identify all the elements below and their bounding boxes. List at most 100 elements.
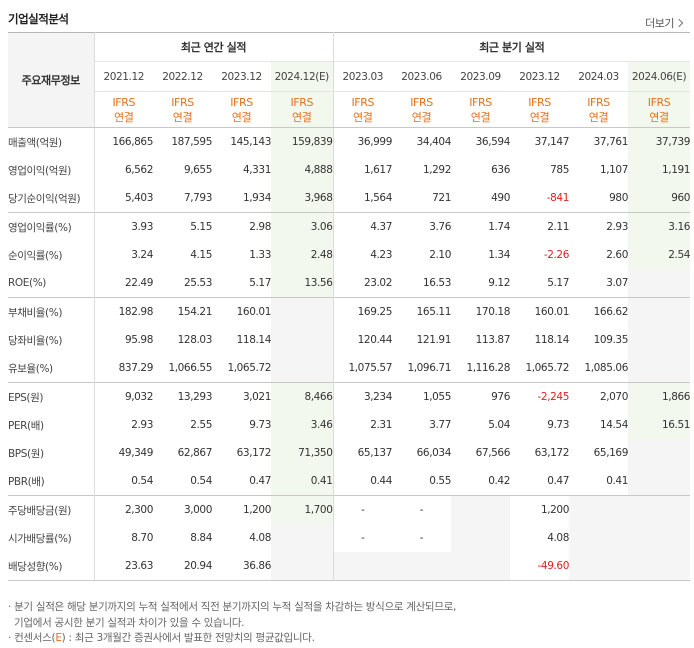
- row-label: 유보율(%): [8, 354, 95, 383]
- more-label: 더보기: [645, 17, 674, 30]
- ifrs-label: IFRS: [112, 95, 136, 109]
- value-cell: [271, 297, 333, 326]
- value-cell: 837.29: [118, 362, 154, 374]
- value-cell: 95.98: [124, 334, 153, 346]
- value-cell: 1,617: [332, 156, 392, 184]
- value-cell: 14.54: [599, 419, 628, 431]
- value-cell: [628, 467, 691, 496]
- value-cell: 5.15: [153, 212, 212, 241]
- value-cell: 3.77: [429, 419, 451, 431]
- value-cell: 154.21: [153, 297, 212, 326]
- value-cell: 2.54: [628, 241, 690, 269]
- value-cell: 5.17: [249, 277, 271, 289]
- accounting-standard-quarter-4: IFRS 연결: [569, 91, 628, 128]
- table-row: PER(배) 2.93 2.55 9.73 3.46 2.31 3.77 5.04 9.73 14…: [8, 411, 690, 439]
- more-link[interactable]: 더보기: [645, 15, 684, 31]
- value-cell: 63,172: [534, 447, 570, 459]
- value-cell: 23.02: [332, 269, 392, 298]
- value-cell: 25.53: [183, 277, 212, 289]
- value-cell: 3.76: [392, 212, 451, 241]
- value-cell: -2,245: [510, 382, 569, 411]
- accounting-standard-quarter-0: IFRS 연결: [332, 91, 392, 128]
- value-cell: 0.42: [488, 475, 510, 487]
- value-cell: 1,055: [392, 382, 451, 411]
- value-cell: 785: [550, 164, 569, 176]
- table-row: 당기순이익(억원) 5,403 7,793 1,934 3,968 1,564 721 490…: [8, 184, 690, 213]
- value-cell: 960: [628, 184, 690, 213]
- footnote-consensus: · 컨센서스(E) : 최근 3개월간 증권사에서 발표한 전망치의 평균값입니…: [8, 631, 456, 647]
- value-cell: 3,968: [271, 184, 333, 213]
- value-cell: 187,595: [171, 136, 212, 148]
- value-cell: 976: [451, 382, 510, 411]
- period-header-annual-3: 2024.12(E): [271, 61, 333, 92]
- accounting-standard-quarter-5: IFRS 연결: [628, 91, 691, 128]
- consolidated-label: 연결: [231, 110, 252, 124]
- table-row: 주당배당금(원) 2,300 3,000 1,200 1,700- -1,200: [8, 495, 691, 524]
- value-cell: 49,349: [118, 447, 154, 459]
- value-cell: 0.41: [606, 475, 628, 487]
- value-cell: 170.18: [451, 297, 510, 326]
- accounting-standard-quarter-2: IFRS 연결: [451, 91, 510, 128]
- period-header-quarter-5: 2024.06(E): [628, 61, 691, 92]
- value-cell: 121.91: [416, 334, 452, 346]
- value-cell: [569, 495, 628, 524]
- value-cell: 1,191: [628, 156, 690, 184]
- value-cell: [569, 552, 628, 581]
- row-label: 당기순이익(억원): [8, 184, 95, 213]
- value-cell: [628, 269, 691, 298]
- value-cell: 6,562: [124, 164, 153, 176]
- table-row: 부채비율(%) 182.98 154.21 160.01 169.25 165.11 170…: [8, 297, 691, 326]
- value-cell: 67,566: [475, 447, 511, 459]
- row-label: 시가배당률(%): [8, 524, 95, 552]
- value-cell: 5.17: [547, 277, 569, 289]
- consolidated-label: 연결: [114, 110, 134, 124]
- value-cell: 8.70: [131, 532, 153, 544]
- value-cell: 1,564: [332, 184, 392, 213]
- value-cell: 1,075.57: [332, 354, 392, 383]
- value-cell: 3.24: [131, 249, 153, 261]
- footnote-consensus-prefix: · 컨센서스(: [8, 632, 56, 644]
- consolidated-label: 연결: [172, 110, 193, 124]
- table-row: 순이익률(%) 3.24 4.15 1.33 2.48 4.23 2.10 1.34 -2.26…: [8, 241, 690, 269]
- value-cell: 1,866: [628, 382, 690, 411]
- value-cell: 145,143: [230, 136, 271, 148]
- financial-table: 주요재무정보 최근 연간 실적 최근 분기 실적 2021.12 2022.12 2…: [8, 32, 690, 581]
- row-label: PER(배): [8, 411, 95, 439]
- value-cell: 4,888: [271, 156, 333, 184]
- value-cell: 2.31: [332, 411, 392, 439]
- value-cell: 63,172: [236, 447, 272, 459]
- value-cell: 66,034: [416, 447, 452, 459]
- value-cell: [628, 495, 691, 524]
- value-cell: 2.98: [212, 212, 271, 241]
- row-label: 주당배당금(원): [8, 495, 95, 524]
- consolidated-label: 연결: [649, 110, 669, 124]
- value-cell: 36,999: [332, 127, 392, 156]
- value-cell: 0.55: [429, 475, 451, 487]
- value-cell: 160.01: [212, 297, 271, 326]
- value-cell: 3.16: [628, 212, 690, 241]
- value-cell: 2.11: [510, 212, 569, 241]
- value-cell: 8,466: [271, 382, 333, 411]
- value-cell: 0.47: [249, 475, 271, 487]
- ifrs-label: IFRS: [647, 95, 671, 109]
- value-cell: 113.87: [475, 334, 511, 346]
- value-cell: [628, 524, 691, 552]
- value-cell: 1,107: [599, 164, 628, 176]
- value-cell: [271, 552, 333, 581]
- value-cell: 16.51: [628, 411, 690, 439]
- value-cell: [271, 524, 333, 552]
- value-cell: 1.33: [249, 249, 271, 261]
- value-cell: [451, 552, 510, 581]
- value-cell: 4.23: [332, 241, 392, 269]
- value-cell: 2,070: [569, 382, 628, 411]
- value-cell: 4.08: [547, 532, 569, 544]
- ifrs-label: IFRS: [410, 95, 433, 109]
- row-label: BPS(원): [8, 439, 95, 467]
- value-cell: 2.60: [606, 249, 628, 261]
- value-cell: 9.73: [547, 419, 569, 431]
- value-cell: 20.94: [153, 552, 212, 581]
- value-cell: -: [419, 532, 424, 544]
- value-cell: [271, 354, 333, 383]
- row-label: 순이익률(%): [8, 241, 95, 269]
